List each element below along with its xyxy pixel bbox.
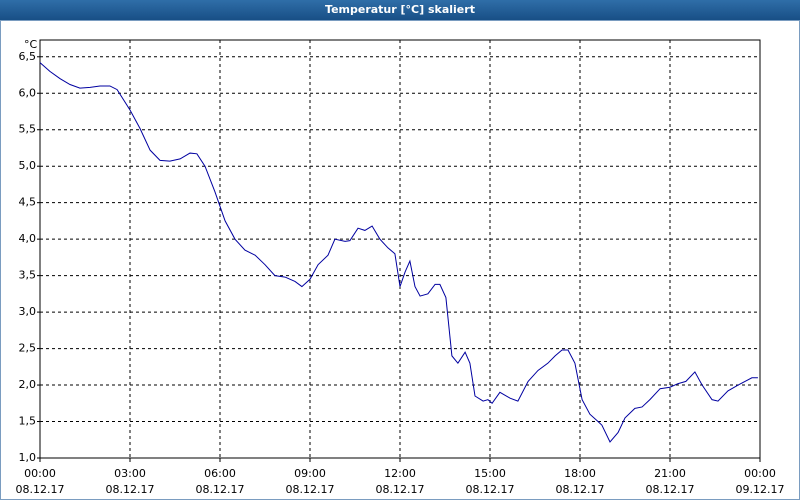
title-bar [0,0,800,20]
y-tick-label: 1,5 [19,415,37,428]
x-tick-date: 08.12.17 [646,483,695,496]
x-tick-label: 21:00 [654,467,686,480]
y-tick-label: 6,5 [19,50,37,63]
x-tick-date: 08.12.17 [466,483,515,496]
plot-border [39,39,761,459]
y-tick-label: 4,0 [19,232,37,245]
x-tick-date: 08.12.17 [16,483,65,496]
y-tick-label: 5,5 [19,123,37,136]
x-tick-date: 08.12.17 [106,483,155,496]
y-tick-label: 6,0 [19,86,37,99]
y-tick-label: 2,0 [19,378,37,391]
y-tick-label: 5,0 [19,159,37,172]
y-unit: °C [24,38,38,51]
y-tick-label: 3,5 [19,269,37,282]
x-tick-date: 08.12.17 [376,483,425,496]
x-tick-date: 09.12.17 [736,483,785,496]
x-tick-date: 08.12.17 [556,483,605,496]
series-line [39,62,758,443]
x-tick-label: 18:00 [564,467,596,480]
x-tick-label: 06:00 [204,467,236,480]
y-tick-label: 1,0 [19,451,37,464]
frame [0,20,800,500]
x-tick-label: 00:00 [744,467,776,480]
x-tick-date: 08.12.17 [196,483,245,496]
x-tick-label: 03:00 [114,467,146,480]
x-tick-date: 08.12.17 [286,483,335,496]
x-tick-label: 12:00 [384,467,416,480]
x-tick-label: 00:00 [24,467,56,480]
x-tick-label: 09:00 [294,467,326,480]
y-tick-label: 3,0 [19,305,37,318]
y-tick-label: 2,5 [19,342,37,355]
x-tick-label: 15:00 [474,467,506,480]
chart-title: Temperatur [°C] skaliert [325,3,475,16]
y-tick-label: 4,5 [19,196,37,209]
